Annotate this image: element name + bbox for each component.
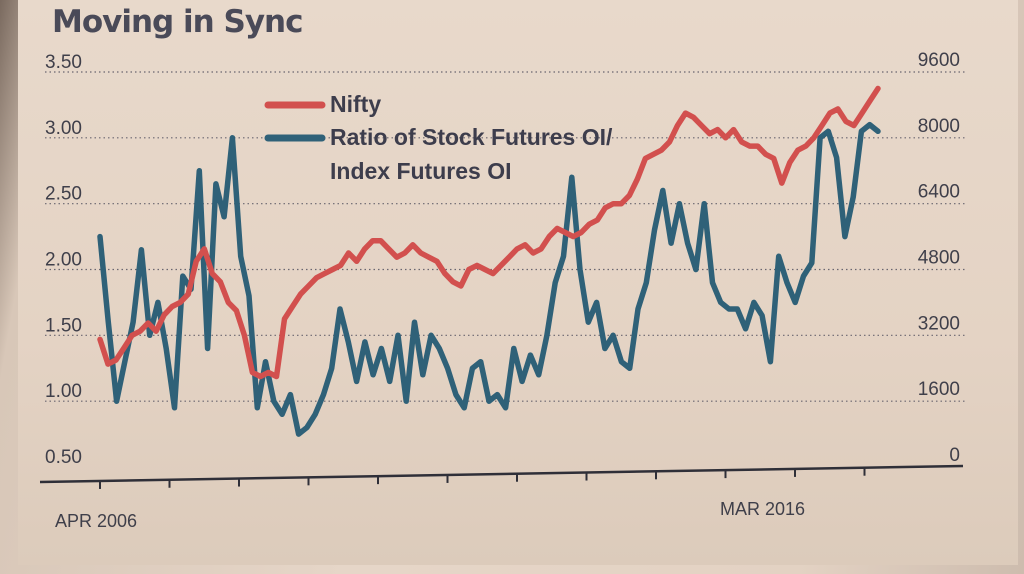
legend-label-ratio-line2: Index Futures OI xyxy=(330,158,511,184)
right-tick-label: 9600 xyxy=(918,50,960,71)
left-tick-label: 1.00 xyxy=(45,381,82,402)
left-axis-ticks: 0.50 1.00 1.50 2.00 2.50 3.00 3.50 xyxy=(45,52,82,468)
legend: Nifty Ratio of Stock Futures OI/ Index F… xyxy=(264,91,619,184)
x-axis xyxy=(39,464,964,489)
left-tick-label: 3.00 xyxy=(45,118,82,139)
x-axis-labels: APR 2006 MAR 2016 xyxy=(55,499,805,531)
right-tick-label: 3200 xyxy=(918,313,960,334)
legend-label-ratio-line1: Ratio of Stock Futures OI/ xyxy=(330,124,613,150)
left-tick-label: 2.00 xyxy=(45,250,82,271)
series-lines xyxy=(97,85,881,437)
left-tick-label: 2.50 xyxy=(45,184,82,205)
series-line-ratio xyxy=(97,121,881,437)
right-tick-label: 8000 xyxy=(918,116,960,137)
x-axis-line xyxy=(39,464,964,484)
right-tick-label: 4800 xyxy=(918,248,960,269)
legend-label-nifty: Nifty xyxy=(330,91,381,117)
chart-title: Moving in Sync xyxy=(52,4,303,40)
legend-label-ratio: Ratio of Stock Futures OI/ Index Futures… xyxy=(330,124,619,184)
left-tick-label: 3.50 xyxy=(45,52,82,73)
right-tick-label: 0 xyxy=(949,445,960,466)
left-tick-label: 0.50 xyxy=(45,447,82,468)
right-tick-label: 6400 xyxy=(918,182,960,203)
x-label-end: MAR 2016 xyxy=(720,499,805,519)
x-label-start: APR 2006 xyxy=(55,511,137,531)
series-line-nifty xyxy=(97,85,881,380)
right-tick-label: 1600 xyxy=(918,379,960,400)
right-axis-ticks: 0 1600 3200 4800 6400 8000 9600 xyxy=(918,50,960,466)
left-tick-label: 1.50 xyxy=(45,315,82,336)
